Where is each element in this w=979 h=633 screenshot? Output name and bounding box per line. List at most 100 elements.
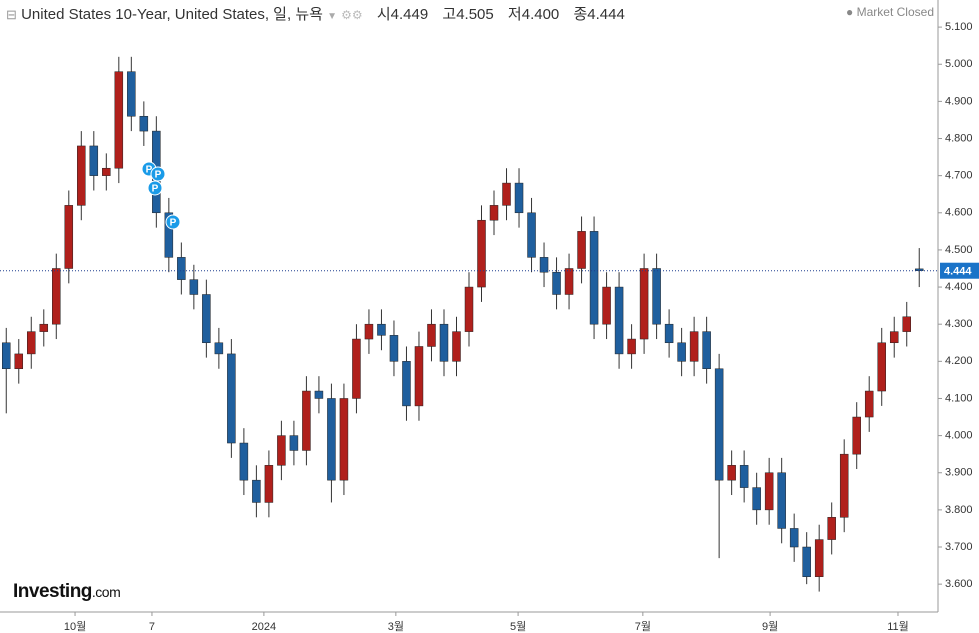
candle-body [827, 517, 836, 540]
y-tick-label: 3.700 [945, 541, 973, 553]
y-tick-label: 4.700 [945, 170, 973, 182]
candle-body [714, 368, 724, 481]
y-tick-label: 3.600 [945, 578, 973, 590]
candle-body [189, 279, 199, 295]
event-marker [165, 214, 181, 230]
candle-body [789, 528, 799, 548]
event-marker-text: P [170, 218, 177, 229]
y-tick-label: 4.900 [945, 95, 973, 107]
candle-body [889, 331, 899, 344]
candle-body [864, 390, 874, 418]
y-tick-label: 4.800 [945, 132, 973, 144]
candle-body [914, 268, 924, 271]
low-label: 저 [507, 6, 522, 23]
high-value: 4.505 [456, 6, 494, 23]
y-tick-label: 4.500 [945, 244, 973, 256]
header: ⊟ United States 10-Year, United States, … [6, 3, 625, 24]
candle-body [314, 390, 324, 399]
candle-body [364, 323, 374, 340]
candle-body [414, 346, 424, 407]
candle-body [289, 435, 299, 451]
candle-body [264, 465, 274, 503]
candle-body [502, 182, 511, 206]
candle-body [689, 331, 699, 362]
candle-body [89, 145, 99, 176]
x-tick-label: 3월 [388, 620, 404, 633]
open-value: 4.449 [390, 6, 429, 23]
candle-body [177, 257, 186, 280]
candle-body [652, 268, 661, 325]
candle-body [677, 342, 686, 362]
x-tick-label: 10월 [64, 620, 86, 633]
status-text: Market Closed [856, 5, 934, 19]
candle-body [539, 257, 549, 273]
candle-body [627, 338, 636, 355]
candle-body [452, 331, 461, 362]
candle-body [727, 465, 736, 481]
candle-body [764, 472, 774, 511]
candle-body [514, 182, 524, 214]
candle-body [164, 212, 174, 258]
candle-body [302, 390, 311, 451]
candle-body [389, 335, 399, 362]
candle-body [52, 268, 61, 325]
x-tick-label: 2024 [252, 621, 276, 633]
event-marker [150, 166, 166, 182]
low-value: 4.400 [521, 6, 560, 23]
last-price-label: 4.444 [944, 266, 972, 278]
candle-body [439, 323, 449, 362]
candle-body [464, 286, 474, 332]
candle-body [114, 71, 124, 169]
candle-body [702, 331, 711, 370]
brand-suffix: .com [91, 584, 121, 600]
candle-body [552, 271, 561, 295]
candle-body [752, 487, 761, 511]
market-status: ● Market Closed [846, 5, 934, 19]
candle-body [802, 546, 811, 577]
candle-body [577, 231, 586, 269]
candle-body [127, 71, 136, 117]
y-tick-label: 5.100 [945, 21, 973, 33]
candle-body [252, 479, 261, 503]
y-tick-label: 3.800 [945, 504, 973, 516]
x-tick-label: 7 [149, 621, 155, 633]
candle-body [64, 205, 74, 269]
candle-body [852, 416, 861, 455]
y-tick-label: 4.200 [945, 355, 973, 367]
x-tick-label: 7월 [635, 620, 651, 633]
candle-body [2, 342, 11, 370]
candle-body [14, 353, 24, 370]
candle-body [639, 268, 649, 340]
close-value: 4.444 [587, 6, 625, 23]
candle-body [202, 294, 211, 344]
candle-body [327, 398, 336, 481]
candle-body [777, 472, 786, 529]
candle-body [139, 115, 149, 132]
candle-body [214, 342, 224, 355]
candle-body [377, 323, 386, 336]
y-tick-label: 4.600 [945, 207, 973, 219]
candle-body [739, 465, 749, 488]
candle-body [39, 323, 49, 332]
candle-body [602, 286, 611, 325]
candle-body [589, 231, 599, 325]
last-price-box [940, 262, 979, 279]
brand-name: Investing [13, 581, 92, 602]
collapse-icon[interactable]: ⊟ [6, 7, 17, 22]
candle-body [77, 145, 86, 206]
event-marker-text: P [146, 165, 153, 176]
candle-body [564, 268, 574, 295]
candle-body [27, 331, 36, 355]
dropdown[interactable]: ▼ [327, 11, 337, 22]
candle-body [339, 398, 349, 481]
close-label: 종 [573, 6, 588, 23]
candle-body [102, 167, 111, 176]
settings-icons[interactable]: ⚙⚙ [341, 8, 363, 22]
candle-body [814, 539, 824, 577]
candle-body [227, 353, 236, 444]
brand-logo: Investing.com [13, 581, 121, 603]
candle-body [352, 338, 361, 399]
high-label: 고 [442, 6, 457, 23]
